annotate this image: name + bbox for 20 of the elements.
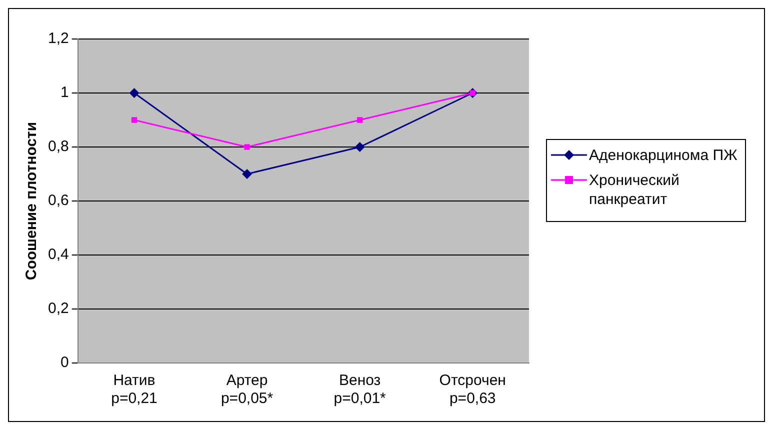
y-tick-label: 0,2 (48, 300, 69, 318)
y-tick-label: 1 (60, 84, 69, 102)
y-tick-label: 0 (60, 354, 69, 372)
x-tick-label: Веноз p=0,01* (334, 372, 386, 408)
y-tick-label: 0,4 (48, 246, 69, 264)
y-tick-label: 0,8 (48, 138, 69, 156)
point (354, 142, 365, 152)
x-tick-label: Отсрочен p=0,63 (439, 372, 506, 408)
x-tick-label: Артер p=0,05* (220, 372, 274, 408)
point (244, 144, 250, 150)
legend-label: Аденокарцинома ПЖ (589, 146, 738, 165)
x-tick-label: Натив p=0,21 (111, 372, 158, 408)
point (356, 117, 363, 123)
point (129, 88, 140, 98)
y-tick-label: 1,2 (48, 30, 69, 48)
y-axis-title: Соошение плотности (23, 122, 40, 280)
y-tick-label: 0,6 (48, 192, 69, 210)
point (131, 117, 138, 123)
point (242, 169, 252, 179)
legend-label: Хронический панкреатит (589, 171, 680, 209)
